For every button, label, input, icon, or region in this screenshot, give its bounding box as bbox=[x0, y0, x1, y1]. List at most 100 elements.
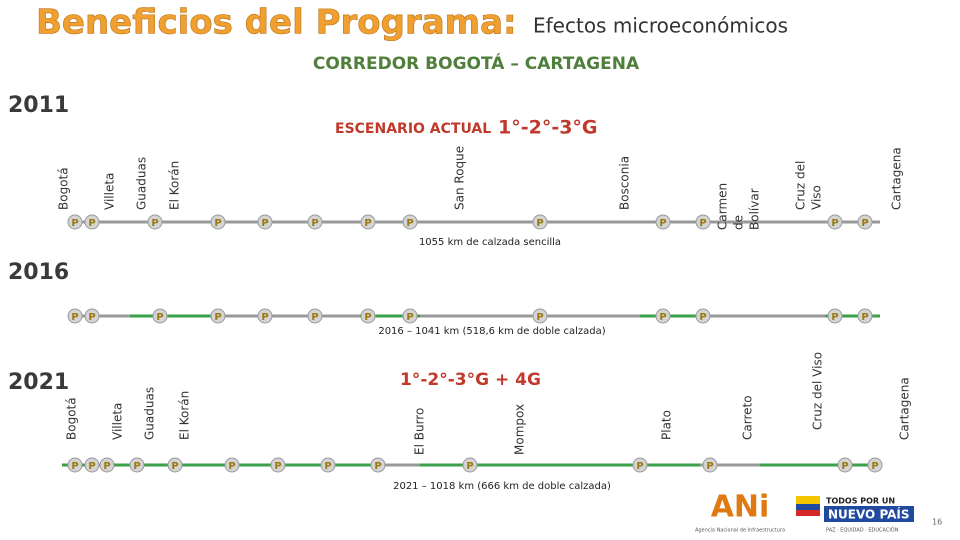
flag-stripe bbox=[796, 496, 820, 504]
toll-label: P bbox=[88, 461, 95, 472]
toll-icon bbox=[210, 214, 226, 230]
toll-label: P bbox=[71, 461, 78, 472]
toll-label: P bbox=[71, 312, 78, 323]
town-label: Bogotá bbox=[65, 397, 79, 440]
town-label: El Burro bbox=[413, 408, 427, 455]
toll-icon bbox=[307, 308, 323, 324]
toll-label: P bbox=[861, 312, 868, 323]
toll-label: P bbox=[536, 312, 543, 323]
toll-label: P bbox=[699, 312, 706, 323]
toll-label: P bbox=[214, 312, 221, 323]
toll-icon bbox=[370, 457, 386, 473]
page-number: 16 bbox=[932, 518, 942, 527]
toll-label: P bbox=[71, 218, 78, 229]
toll-label: P bbox=[636, 461, 643, 472]
toll-label: P bbox=[171, 461, 178, 472]
toll-icon bbox=[84, 457, 100, 473]
town-label: Cartagena bbox=[898, 377, 912, 440]
year: 2021 bbox=[8, 370, 69, 395]
toll-icon bbox=[67, 214, 83, 230]
ani-name: Agencia Nacional de Infraestructura bbox=[695, 528, 785, 534]
toll-label: P bbox=[831, 312, 838, 323]
toll-icon bbox=[84, 214, 100, 230]
toll-icon bbox=[655, 308, 671, 324]
year: 2016 bbox=[8, 260, 69, 285]
toll-label: P bbox=[364, 312, 371, 323]
corridor: CORREDOR BOGOTÁ – CARTAGENA bbox=[313, 52, 640, 74]
toll-label: P bbox=[133, 461, 140, 472]
toll-icon bbox=[695, 214, 711, 230]
toll-icon bbox=[307, 214, 323, 230]
toll-icon bbox=[402, 214, 418, 230]
toll-icon bbox=[857, 308, 873, 324]
town-label: Guaduas bbox=[135, 157, 149, 210]
toll-icon bbox=[402, 308, 418, 324]
toll-label: P bbox=[831, 218, 838, 229]
toll-icon bbox=[99, 457, 115, 473]
toll-icon bbox=[147, 214, 163, 230]
toll-label: P bbox=[88, 312, 95, 323]
toll-icon bbox=[224, 457, 240, 473]
toll-icon bbox=[532, 308, 548, 324]
toll-icon bbox=[257, 214, 273, 230]
town-label: Cruz del Viso bbox=[811, 352, 825, 430]
town-label: Villeta bbox=[111, 403, 125, 440]
toll-label: P bbox=[88, 218, 95, 229]
town-label: Bolívar bbox=[748, 188, 762, 230]
toll-icon bbox=[360, 308, 376, 324]
toll-label: P bbox=[466, 461, 473, 472]
toll-label: P bbox=[871, 461, 878, 472]
town-label: Villeta bbox=[103, 173, 117, 210]
toll-label: P bbox=[861, 218, 868, 229]
town-label: Bogotá bbox=[57, 167, 71, 210]
toll-label: P bbox=[364, 218, 371, 229]
toll-label: P bbox=[156, 312, 163, 323]
note: 2016 – 1041 km (518,6 km de doble calzad… bbox=[378, 326, 605, 337]
gov-logo: TODOS POR UN NUEVO PAÍS PAZ · EQUIDAD · … bbox=[796, 496, 914, 534]
toll-icon bbox=[695, 308, 711, 324]
toll-icon bbox=[857, 214, 873, 230]
toll-label: P bbox=[214, 218, 221, 229]
toll-icon bbox=[837, 457, 853, 473]
town-label: El Korán bbox=[168, 161, 182, 210]
note: 2021 – 1018 km (666 km de doble calzada) bbox=[393, 481, 611, 492]
ani-mark: ANi bbox=[711, 490, 770, 525]
toll-icon bbox=[827, 214, 843, 230]
toll-label: P bbox=[151, 218, 158, 229]
toll-icon bbox=[257, 308, 273, 324]
toll-icon bbox=[152, 308, 168, 324]
town-label: Cruz del bbox=[794, 161, 808, 210]
note: 1055 km de calzada sencilla bbox=[419, 237, 561, 248]
subtitle: Efectos microeconómicos bbox=[533, 14, 788, 38]
scenario-gen: 1°-2°-3°G bbox=[498, 117, 598, 139]
town-label: Plato bbox=[660, 410, 674, 440]
town-label: El Korán bbox=[178, 391, 192, 440]
toll-icon bbox=[702, 457, 718, 473]
toll-label: P bbox=[699, 218, 706, 229]
gov-line: NUEVO PAÍS bbox=[828, 507, 910, 522]
toll-icon bbox=[360, 214, 376, 230]
toll-icon bbox=[270, 457, 286, 473]
toll-icon bbox=[320, 457, 336, 473]
toll-icon bbox=[67, 457, 83, 473]
town-label: Carmen bbox=[716, 183, 730, 230]
toll-label: P bbox=[659, 312, 666, 323]
toll-label: P bbox=[659, 218, 666, 229]
scenario-gen: 1°-2°-3°G + 4G bbox=[400, 370, 541, 390]
toll-icon bbox=[827, 308, 843, 324]
toll-icon bbox=[867, 457, 883, 473]
title: Beneficios del Programa: bbox=[36, 3, 517, 43]
toll-icon bbox=[129, 457, 145, 473]
toll-label: P bbox=[324, 461, 331, 472]
town-label: Bosconia bbox=[618, 156, 632, 210]
town-label: de bbox=[732, 215, 746, 230]
gov-banner bbox=[824, 506, 914, 522]
toll-label: P bbox=[261, 218, 268, 229]
toll-icon bbox=[84, 308, 100, 324]
toll-label: P bbox=[103, 461, 110, 472]
town-label: Carreto bbox=[741, 395, 755, 440]
toll-label: P bbox=[374, 461, 381, 472]
toll-label: P bbox=[536, 218, 543, 229]
toll-icon bbox=[67, 308, 83, 324]
